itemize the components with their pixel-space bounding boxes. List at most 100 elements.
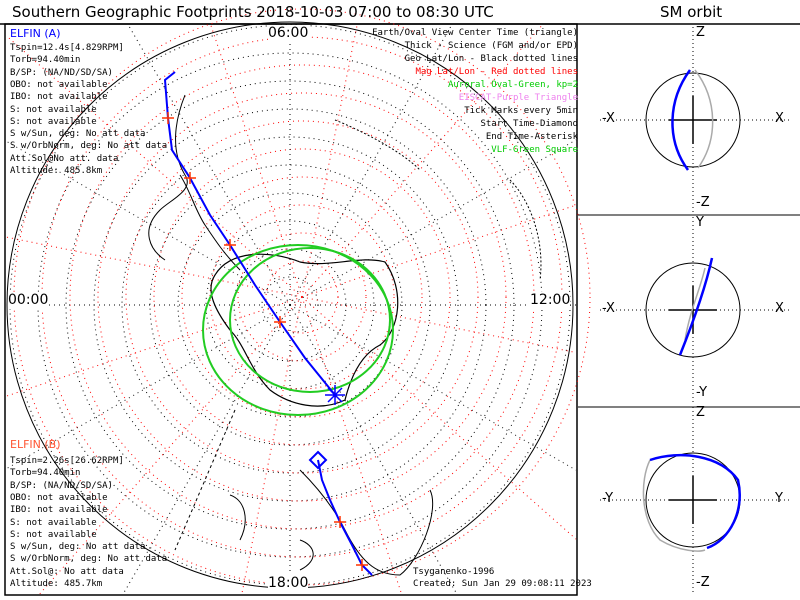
south-america-coastline (148, 94, 188, 261)
elfin-b-info-line: S: not available (10, 529, 97, 540)
elfin-b-info-line: S w/Sun, deg: No att data (10, 542, 146, 553)
elfin-a-name: ELFIN (A) (10, 27, 61, 40)
mag-lon-line (301, 204, 577, 298)
legend-item: Geo Lat/Lon - Black dotted lines (404, 54, 578, 64)
end-asterisk-icon (325, 385, 345, 405)
elfin-a-info-line: S: not available (10, 116, 97, 127)
map-grid (5, 8, 591, 595)
sm-earth-circle (645, 262, 741, 358)
elfin-a-info-line: Torb=94.40min (10, 55, 81, 66)
elfin-b-name: ELFIN (B) (10, 438, 61, 451)
elfin-a-info-line: S w/Sun, deg: No att data (10, 129, 146, 140)
mag-lat-circle (237, 232, 367, 362)
sm-orbit-back (684, 267, 706, 341)
mag-lon-line (5, 35, 303, 298)
antarctica-coastline (210, 253, 399, 407)
track-tick-mark (334, 516, 346, 528)
elfin-b-track (317, 459, 373, 576)
legend-item: Earth/Oval View Center Time (triangle) (372, 28, 578, 38)
australia-coastline (299, 469, 434, 576)
auroral-oval-outer (202, 244, 394, 416)
elfin-a-info-line: S: not available (10, 104, 97, 115)
elfin-a-info-line: Altitude: 485.8km (10, 166, 103, 176)
mag-lat-circle (265, 260, 339, 334)
sm-axis-label-top: Y (696, 215, 704, 230)
elfin-b-info-line: IBO: not available (10, 505, 108, 516)
view-line (174, 409, 236, 551)
geo-lat-circle (261, 276, 319, 334)
africa-coastline (334, 119, 542, 281)
mag-lat-circle (181, 176, 423, 418)
mag-lon-line (5, 236, 303, 298)
main-panel-frame (4, 23, 578, 596)
geo-lat-circle (121, 136, 459, 474)
mag-lon-line (301, 296, 577, 540)
sm-axis-label-right: X (775, 111, 784, 126)
elfin-b-info-line: B/SP: (NA/ND/SD/SA) (10, 480, 113, 491)
mag-lon-line (39, 296, 303, 595)
sm-orbit-track (678, 257, 714, 356)
sm-axis-label-left: -X (602, 111, 615, 126)
mag-lat-circle (125, 120, 479, 474)
model-label: Tsyganenko-1996 (413, 567, 495, 577)
track-tick-mark (274, 316, 286, 328)
mlt-label-bottom: 18:00 (268, 575, 309, 592)
mag-lon-line (301, 24, 543, 298)
sm-origin-cross (669, 476, 717, 524)
geo-lon-line (289, 304, 458, 595)
track-tick-mark (224, 239, 236, 251)
elfin-b-info-line: Altitude: 485.7km (10, 579, 103, 589)
geo-lon-line (122, 304, 291, 595)
geo-lon-line (127, 24, 291, 306)
elfin-a-info-line: Tspin=12.4s[4.829RPM] (10, 43, 124, 53)
elfin-a-info-line: OBO: not available (10, 79, 108, 90)
legend-item: Start Time-Diamond (480, 119, 578, 129)
sm-axis-label-left: -Y (602, 491, 614, 506)
sm-axis-label-bottom: -Z (696, 575, 710, 590)
track-tick-mark (162, 112, 174, 124)
legend-item: EISCAT-Purple Triangle (458, 93, 578, 103)
sm-axis-label-left: -X (602, 301, 615, 316)
legend-item: Thick - Science (FGM and/or EPD) (404, 41, 578, 51)
start-diamond-icon (308, 450, 328, 470)
legend-item: Mag Lat/Lon - Red dotted lines (415, 67, 578, 77)
mlt-label-left: 00:00 (8, 292, 49, 309)
legend-item: Tick Marks every 5min (464, 106, 578, 116)
geo-lon-line (289, 304, 577, 471)
sm-axis-label-top: Z (696, 405, 705, 420)
elfin-a-info-line: IBO: not available (10, 92, 108, 103)
elfin-b-info-line: S w/OrbNorm, deg: No att data (10, 554, 168, 565)
legend-item: End Time-Asterisk (485, 132, 578, 142)
mag-lat-circle (153, 148, 451, 446)
geo-lat-circle (65, 80, 515, 530)
mag-lat-circle (13, 8, 591, 586)
peninsula-coastline (179, 174, 241, 271)
sm-axis-label-bottom: -Y (696, 385, 708, 400)
sm-origin-cross (669, 96, 717, 144)
elfin-b-info-line: S: not available (10, 517, 97, 528)
sm-orbit-title: SM orbit (660, 3, 723, 21)
mag-lon-line (210, 24, 303, 298)
elfin-a-info-line: B/SP: (NA/ND/SD/SA) (10, 67, 113, 78)
sm-orbit-back (642, 459, 706, 552)
elfin-b-info-line: Torb=94.40min (10, 468, 81, 479)
sm-axis-label-top: Z (696, 25, 705, 40)
elfin-b-info-line: Tspin=2.26s[26.62RPM] (10, 456, 124, 466)
elfin-b-info-line: Att.Sol@: No att data (10, 566, 124, 577)
elfin-a-track (163, 71, 336, 396)
nz-coastline (229, 494, 314, 571)
sm-axis-label-bottom: -Z (696, 195, 710, 210)
geo-lat-circle (205, 220, 375, 390)
elfin-a-info-line: S w/OrbNorm, deg: No att data (10, 141, 168, 152)
plot-title: Southern Geographic Footprints 2018-10-0… (12, 3, 494, 21)
mag-lon-line (5, 296, 303, 397)
sm-orbit-track (649, 454, 741, 550)
elfin-a-info-line: Att.Sol@No att. data (10, 153, 119, 164)
sm-orbit-back (694, 69, 714, 169)
track-tick-mark (184, 172, 196, 184)
sm-orbit-track (671, 69, 692, 171)
sm-axis-label-right: X (775, 301, 784, 316)
track-tick-mark (356, 559, 368, 571)
